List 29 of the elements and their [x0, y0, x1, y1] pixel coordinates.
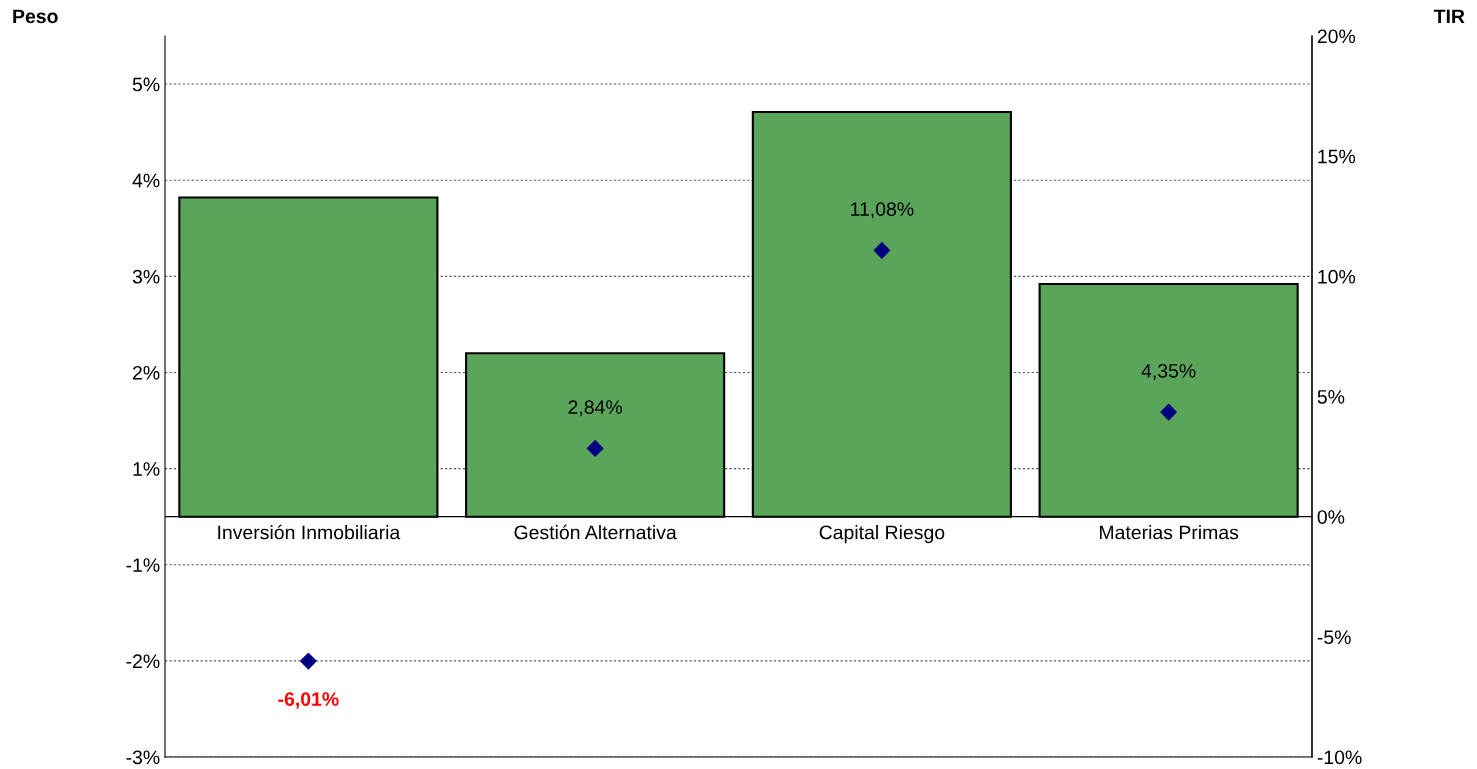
- data-label: 11,08%: [851, 202, 914, 219]
- data-label: -6,01%: [278, 692, 339, 709]
- y2-axis-title: TIR: [1433, 9, 1465, 24]
- y-tick-label: 2%: [133, 365, 160, 380]
- data-label: 2,84%: [568, 400, 622, 417]
- x-tick-label: Capital Riesgo: [819, 525, 945, 544]
- y2-tick-label: 10%: [1318, 269, 1356, 284]
- point: [586, 440, 604, 457]
- y-axis-title: Peso: [13, 9, 58, 24]
- y-tick-label: -3%: [126, 750, 160, 765]
- y-tick-label: -2%: [126, 654, 160, 669]
- x-tick-label: Inversión Inmobiliaria: [218, 524, 401, 540]
- y-tick-label: -1%: [126, 558, 160, 572]
- point: [1160, 403, 1177, 421]
- y2-tick-label: 15%: [1318, 149, 1356, 164]
- point: [300, 652, 317, 670]
- x-tick-label: Materias Primas: [1099, 525, 1239, 540]
- y-tick-label: 5%: [132, 77, 160, 92]
- x-tick-label: Gestión Alternativa: [514, 524, 677, 540]
- y2-tick-label: -5%: [1317, 630, 1351, 645]
- y2-tick-label: -10%: [1317, 750, 1362, 765]
- y-tick-label: 3%: [132, 269, 160, 284]
- y2-tick-label: 0%: [1317, 510, 1345, 524]
- y-tick-label: 4%: [132, 173, 160, 188]
- point: [873, 242, 891, 259]
- y-tick-label: 1%: [133, 462, 160, 476]
- data-label: 4,35%: [1141, 363, 1196, 381]
- y2-tick-label: 5%: [1317, 390, 1345, 404]
- y2-tick-label: 20%: [1317, 29, 1356, 44]
